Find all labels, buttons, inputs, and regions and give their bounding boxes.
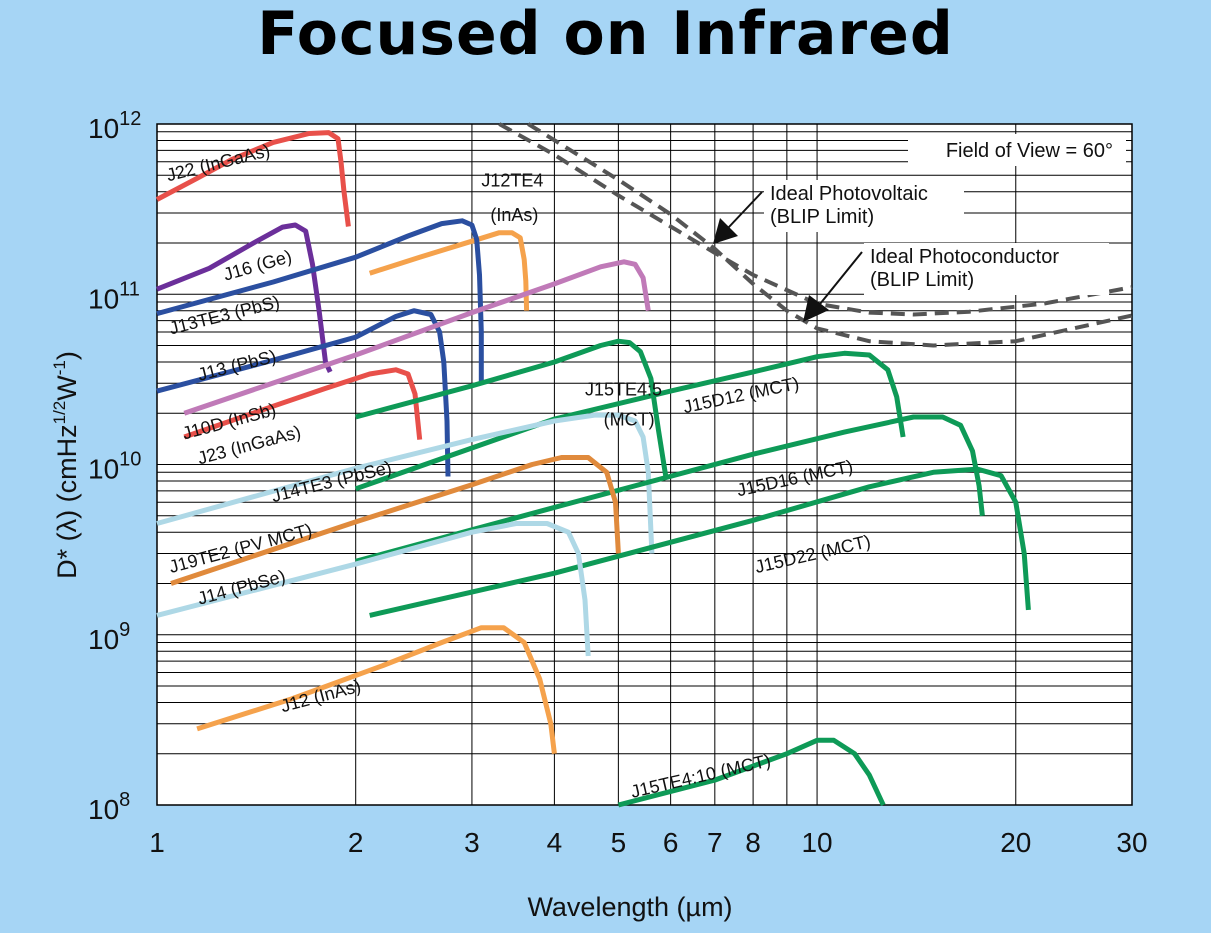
x-tick-label: 3 (464, 827, 480, 858)
reference-curves (498, 122, 1133, 348)
y-axis-label-sup2: -1 (50, 360, 69, 375)
curve-label: (MCT) (604, 409, 655, 429)
series-line (156, 222, 333, 373)
x-tick-label: 4 (547, 827, 563, 858)
y-tick-exponent: 11 (119, 278, 140, 300)
pv-label-line1: Ideal Photovoltaic (770, 183, 928, 205)
x-tick-label: 5 (611, 827, 627, 858)
x-tick-label: 30 (1116, 827, 1147, 858)
curve-label: (InAs) (490, 205, 538, 225)
y-axis-label-mid: W (52, 375, 82, 401)
blip-limit-curve (527, 122, 1133, 348)
curve-label: J15TE4:5 (585, 379, 662, 399)
y-tick-exponent: 10 (119, 449, 141, 471)
pc-label-line2: (BLIP Limit) (870, 269, 974, 291)
fov-label: Field of View = 60° (946, 140, 1113, 162)
x-axis-label: Wavelength (µm) (527, 892, 732, 922)
series-line (196, 625, 557, 754)
y-tick-base: 10 (88, 283, 119, 314)
series-lines (155, 130, 1031, 808)
y-tick-exponent: 12 (119, 108, 141, 130)
series-line (183, 259, 651, 416)
y-tick-exponent: 8 (119, 789, 130, 811)
y-tick-base: 10 (88, 794, 119, 825)
series-line (617, 737, 886, 808)
pv-arrow-icon (713, 191, 763, 244)
pv-label-line2: (BLIP Limit) (770, 206, 874, 228)
y-axis-label: D* (λ) (cmHz1/2W-1) (50, 351, 82, 579)
series-line (355, 338, 669, 477)
y-axis-label-sup1: 1/2 (50, 401, 69, 425)
y-tick-label: 1012 (88, 108, 141, 144)
y-tick-base: 10 (88, 113, 119, 144)
x-tick-label: 2 (348, 827, 364, 858)
y-axis-label-end: ) (52, 351, 82, 360)
plot-frame (156, 123, 1133, 806)
x-tick-label: 1 (149, 827, 165, 858)
series-line (155, 130, 351, 227)
series-line (170, 455, 621, 586)
x-tick-label: 6 (663, 827, 679, 858)
y-tick-base: 10 (88, 624, 119, 655)
y-axis-label-main: D* (λ) (cmHz (52, 424, 82, 578)
y-tick-label: 108 (88, 789, 130, 825)
x-tick-labels: 1 2 3 4 5 6 7 8 10 20 30 (149, 827, 1147, 858)
y-tick-label: 109 (88, 619, 130, 655)
pv-label-box (764, 180, 964, 232)
y-tick-label: 1010 (88, 449, 141, 485)
notes: Field of View = 60° Ideal Photovoltaic (… (713, 134, 1126, 322)
series-line (156, 412, 655, 554)
chart-title: Focused on Infrared (257, 0, 954, 69)
curve-label: J12TE4 (481, 170, 543, 190)
series-line (369, 466, 1031, 618)
x-tick-label: 8 (745, 827, 761, 858)
pc-arrow-icon (803, 251, 863, 322)
series-line (156, 218, 484, 384)
y-tick-label: 1011 (88, 278, 140, 314)
x-tick-label: 10 (801, 827, 832, 858)
blip-limit-curve (498, 122, 1133, 317)
series-line (156, 521, 591, 657)
y-tick-exponent: 9 (119, 619, 130, 641)
pc-label-line1: Ideal Photoconductor (870, 246, 1059, 268)
x-tick-label: 7 (707, 827, 723, 858)
series-line (368, 230, 530, 311)
x-tick-label: 20 (1000, 827, 1031, 858)
fov-box (908, 134, 1126, 166)
series-line (183, 367, 423, 440)
y-tick-base: 10 (88, 454, 119, 485)
pc-label-box (864, 243, 1109, 295)
